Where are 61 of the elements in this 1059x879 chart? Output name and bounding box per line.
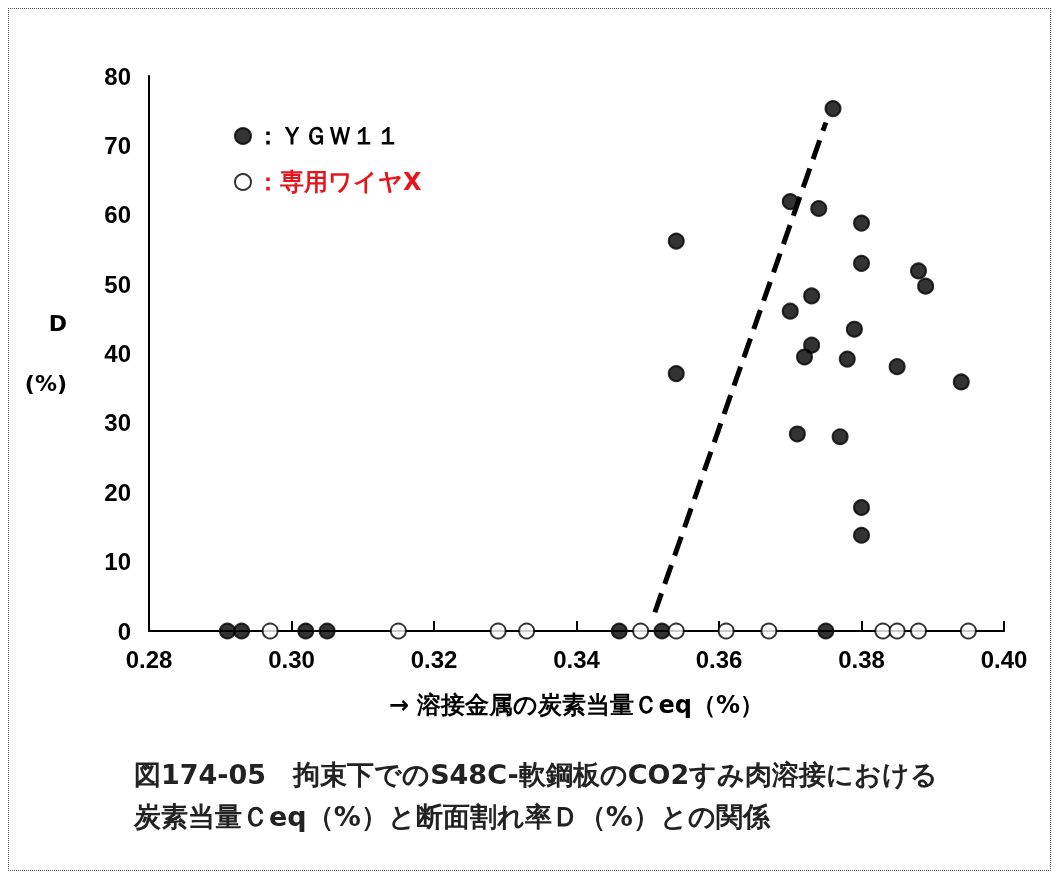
point bbox=[667, 622, 685, 640]
point bbox=[803, 336, 821, 354]
legend-label: ：専用ワイヤX bbox=[256, 168, 422, 196]
point bbox=[853, 214, 870, 232]
point bbox=[788, 425, 806, 443]
point bbox=[667, 365, 685, 383]
point bbox=[781, 193, 799, 211]
point bbox=[910, 262, 927, 280]
y-tick-label: 60 bbox=[104, 201, 131, 229]
point bbox=[760, 622, 778, 640]
y-tick-label: 70 bbox=[104, 131, 131, 159]
point bbox=[803, 287, 821, 305]
point bbox=[610, 622, 628, 640]
x-tick-label: 0.38 bbox=[838, 645, 885, 673]
point bbox=[853, 526, 870, 544]
x-axis-title: → 溶接金属の炭素当量Ｃeq（%） bbox=[389, 691, 764, 719]
point bbox=[489, 622, 507, 640]
point bbox=[831, 428, 849, 446]
point bbox=[518, 622, 536, 640]
point bbox=[667, 232, 685, 250]
y-tick-label: 30 bbox=[104, 409, 131, 437]
point bbox=[796, 348, 813, 366]
legend-label: ：ＹＧＷ１１ bbox=[256, 122, 400, 150]
y-tick-label: 0 bbox=[117, 617, 131, 645]
point bbox=[233, 622, 251, 640]
text: D (%) bbox=[24, 311, 67, 396]
x-tick-label: 0.36 bbox=[695, 645, 743, 673]
x-tick-label: 0.28 bbox=[125, 645, 173, 673]
point bbox=[845, 320, 863, 338]
point bbox=[910, 622, 927, 640]
point bbox=[917, 277, 935, 295]
x-tick-label: 0.32 bbox=[410, 645, 458, 673]
point bbox=[853, 254, 870, 272]
point bbox=[261, 622, 279, 640]
point bbox=[810, 200, 828, 217]
point bbox=[838, 350, 856, 368]
point bbox=[389, 622, 407, 640]
x-tick-label: 0.30 bbox=[268, 645, 315, 673]
point bbox=[297, 622, 315, 640]
point bbox=[853, 499, 870, 517]
point bbox=[632, 622, 650, 640]
point bbox=[959, 622, 977, 640]
point bbox=[717, 622, 735, 640]
x-tick-label: 0.34 bbox=[553, 645, 601, 673]
y-tick-label: 20 bbox=[104, 478, 131, 506]
point bbox=[952, 373, 970, 391]
y-tick-label: 10 bbox=[104, 548, 131, 576]
point bbox=[874, 622, 892, 640]
point bbox=[653, 622, 671, 640]
y-tick-label: 50 bbox=[104, 270, 131, 298]
point bbox=[824, 100, 842, 118]
x-tick-label: 0.40 bbox=[980, 645, 1028, 673]
point bbox=[781, 302, 799, 320]
point bbox=[888, 622, 906, 640]
point bbox=[318, 622, 336, 640]
y-tick-label: 80 bbox=[104, 62, 131, 90]
point bbox=[888, 358, 906, 376]
text: 図174-05 拘束下でのS48C-軟鋼板のCO2すみ肉溶接における炭素当量Ｃeq（%）と断面割れ率Ｄ（%）との関係 bbox=[133, 758, 939, 832]
point bbox=[817, 622, 835, 640]
y-tick-label: 40 bbox=[104, 340, 131, 367]
point bbox=[218, 622, 236, 640]
